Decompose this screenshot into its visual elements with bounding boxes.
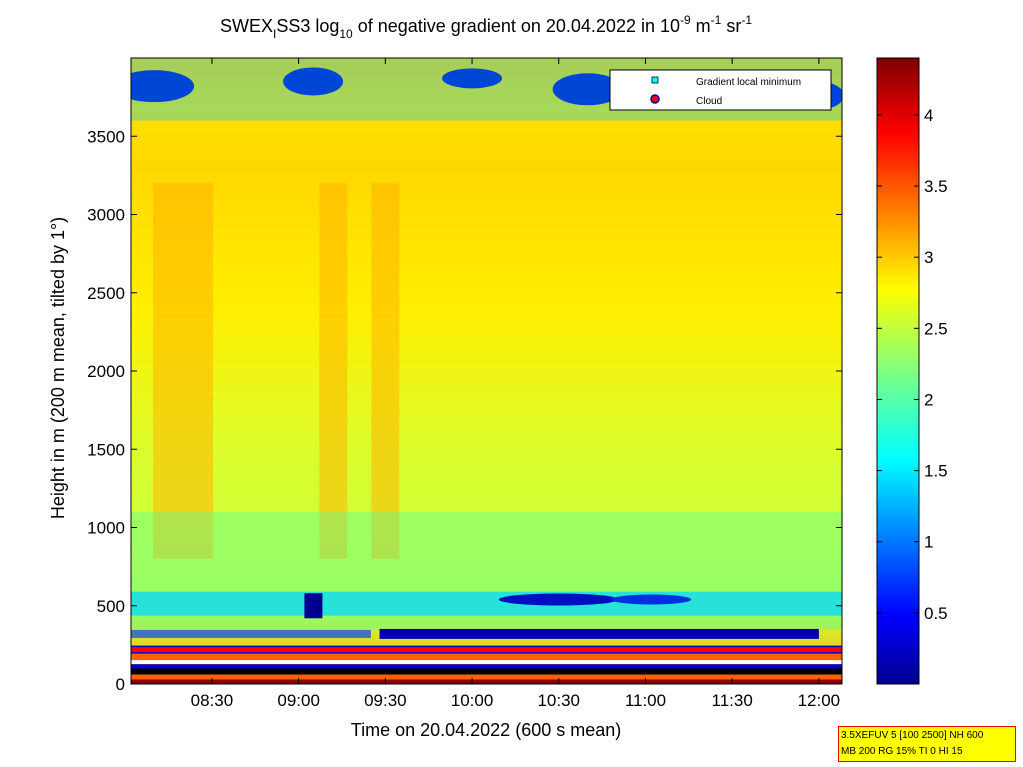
- title-part-e: sr: [721, 16, 741, 36]
- top-blue-patch: [552, 73, 623, 106]
- y-axis: 0 500 1000 1500 2000 2500 3000 3500: [87, 127, 842, 694]
- y-tick-label: 2500: [87, 284, 125, 303]
- x-tick-label: 10:00: [451, 691, 494, 710]
- lower-layer-band-left: [131, 629, 371, 638]
- x-tick-label: 11:30: [712, 691, 753, 710]
- warm-column: [319, 183, 348, 559]
- colorbar-tick-label: 1: [924, 533, 933, 552]
- top-blue-patch: [283, 67, 344, 96]
- colorbar-gradient: [876, 57, 920, 685]
- colorbar-tick-label: 2.5: [924, 319, 948, 338]
- legend-marker-cloud: [650, 94, 660, 104]
- top-blue-patch: [131, 70, 195, 103]
- title-part-c: of negative gradient on 20.04.2022 in 10: [353, 16, 680, 36]
- title-part-a: SWEX: [220, 16, 273, 36]
- title-sup-3: -1: [741, 13, 752, 27]
- title-sub-a: I: [273, 27, 276, 41]
- upper-layer-core: [611, 594, 692, 605]
- ground-dark-layer: [131, 679, 842, 684]
- colorbar-tick-label: 1.5: [924, 462, 948, 481]
- x-axis: 08:30 09:00 09:30 10:00 10:30 11:00 11:30 12:00: [191, 58, 840, 710]
- y-axis-label: Height in m (200 m mean, tilted by 1°): [48, 217, 68, 519]
- warm-column: [153, 183, 214, 559]
- colorbar-tick-label: 3.5: [924, 177, 948, 196]
- x-tick-label: 08:30: [191, 691, 234, 710]
- settings-note-line-1: 3.5XEFUV 5 [100 2500] NH 600: [841, 730, 984, 741]
- heatmap-background: [131, 58, 842, 684]
- y-tick-label: 1500: [87, 440, 125, 459]
- y-tick-label: 3500: [87, 127, 125, 146]
- x-axis-label: Time on 20.04.2022 (600 s mean): [351, 720, 622, 740]
- y-tick-label: 3000: [87, 206, 125, 225]
- y-tick-label: 2000: [87, 362, 125, 381]
- legend-box: [609, 69, 832, 111]
- chart-title: SWEXISS3 log10 of negative gradient on 2…: [220, 13, 752, 41]
- title-sup-1: -9: [680, 13, 691, 27]
- title-sup-2: -1: [711, 13, 722, 27]
- x-tick-label: 09:30: [364, 691, 407, 710]
- upper-layer-band: [131, 591, 842, 616]
- y-tick-label: 1000: [87, 519, 125, 538]
- x-tick-label: 12:00: [798, 691, 841, 710]
- top-blue-patch: [442, 68, 503, 89]
- colorbar-tick-label: 2: [924, 390, 933, 409]
- legend-label-cloud: Cloud: [696, 96, 722, 107]
- x-tick-label: 10:30: [537, 691, 580, 710]
- x-tick-label: 09:00: [277, 691, 320, 710]
- colorbar-tick-label: 3: [924, 248, 933, 267]
- legend: Gradient local minimum Cloud: [609, 69, 832, 111]
- settings-note-line-2: MB 200 RG 15% TI 0 HI 15: [841, 746, 963, 757]
- title-sub-b: 10: [339, 27, 353, 41]
- upper-layer-core: [498, 593, 619, 606]
- y-tick-label: 500: [97, 597, 125, 616]
- lower-layer-band: [379, 628, 819, 639]
- heatmap-plot: [131, 58, 842, 684]
- x-tick-label: 11:00: [625, 691, 666, 710]
- heatmap-features: [131, 58, 842, 684]
- y-tick-label: 0: [116, 675, 125, 694]
- settings-note: 3.5XEFUV 5 [100 2500] NH 600 MB 200 RG 1…: [838, 726, 1016, 762]
- legend-label-minimum: Gradient local minimum: [696, 77, 801, 88]
- title-part-d: m: [691, 16, 711, 36]
- dark-block: [304, 593, 323, 619]
- colorbar-tick-label: 4: [924, 106, 933, 125]
- colorbar-tick-label: 0.5: [924, 604, 948, 623]
- title-part-b: SS3 log: [276, 16, 339, 36]
- colorbar-ticks: 0.5 1 1.5 2 2.5 3 3.5 4: [877, 106, 948, 623]
- warm-column: [371, 183, 400, 559]
- colorbar: 0.5 1 1.5 2 2.5 3 3.5 4: [876, 57, 948, 685]
- legend-marker-minimum: [651, 76, 659, 84]
